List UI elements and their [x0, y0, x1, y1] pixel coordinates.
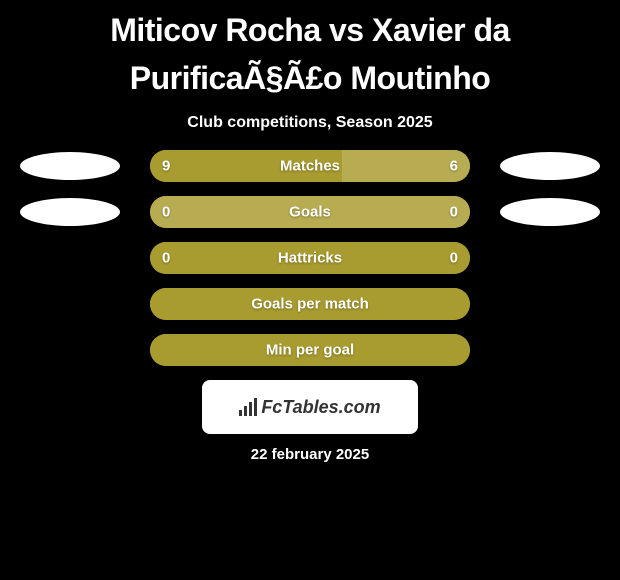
- stat-label: Goals: [289, 204, 331, 221]
- oval-left: [20, 152, 120, 180]
- main-container: Miticov Rocha vs Xavier da PurificaÃ§Ã£o…: [0, 0, 620, 463]
- stat-bar: Goals 0 0: [150, 196, 470, 228]
- footer-date: 22 february 2025: [0, 434, 620, 463]
- oval-left: [20, 198, 120, 226]
- stat-value-right: 0: [450, 204, 458, 221]
- stat-value-right: 0: [450, 250, 458, 267]
- stats-row: Goals 0 0: [0, 196, 620, 228]
- stat-value-left: 9: [162, 158, 170, 175]
- stat-value-left: 0: [162, 250, 170, 267]
- stat-bar: Goals per match: [150, 288, 470, 320]
- stat-bar: Min per goal: [150, 334, 470, 366]
- stat-label: Min per goal: [266, 342, 354, 359]
- oval-right: [500, 198, 600, 226]
- stat-bar: Matches 9 6: [150, 150, 470, 182]
- stats-row: Goals per match: [0, 288, 620, 320]
- oval-right: [500, 152, 600, 180]
- footer-badge-text: FcTables.com: [261, 397, 380, 418]
- footer-badge: FcTables.com: [202, 380, 418, 434]
- stats-row: Hattricks 0 0: [0, 242, 620, 274]
- stat-value-left: 0: [162, 204, 170, 221]
- stats-row: Matches 9 6: [0, 150, 620, 182]
- stats-row: Min per goal: [0, 334, 620, 366]
- subtitle: Club competitions, Season 2025: [0, 102, 620, 150]
- page-title: Miticov Rocha vs Xavier da PurificaÃ§Ã£o…: [0, 0, 620, 102]
- stat-bar: Hattricks 0 0: [150, 242, 470, 274]
- bar-chart-icon: [239, 398, 257, 416]
- stat-value-right: 6: [450, 158, 458, 175]
- stat-label: Matches: [280, 158, 340, 175]
- stat-label: Hattricks: [278, 250, 342, 267]
- stats-container: Matches 9 6 Goals 0 0 Hattricks 0 0 Goals per mat…: [0, 150, 620, 366]
- stat-label: Goals per match: [251, 296, 369, 313]
